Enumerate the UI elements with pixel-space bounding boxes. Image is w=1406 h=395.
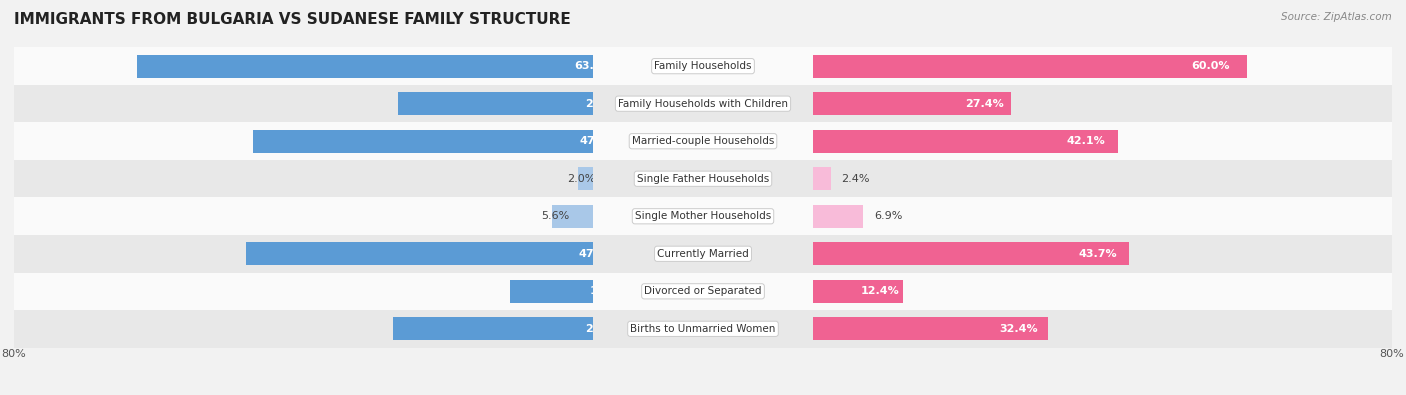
Text: 63.0%: 63.0%: [575, 61, 613, 71]
Bar: [593, 235, 813, 273]
Bar: [394, 317, 593, 340]
Bar: [253, 130, 593, 153]
Text: Family Households with Children: Family Households with Children: [619, 99, 787, 109]
Text: Married-couple Households: Married-couple Households: [631, 136, 775, 146]
Text: 47.9%: 47.9%: [579, 249, 617, 259]
Text: 43.7%: 43.7%: [1078, 249, 1116, 259]
Text: 2.4%: 2.4%: [841, 174, 870, 184]
Bar: [593, 47, 813, 85]
Bar: [813, 160, 1392, 198]
Bar: [14, 85, 593, 122]
Bar: [813, 273, 1392, 310]
Bar: [813, 130, 1118, 153]
Bar: [14, 122, 593, 160]
Bar: [593, 198, 813, 235]
Bar: [553, 205, 593, 228]
Bar: [578, 167, 593, 190]
Bar: [593, 160, 813, 198]
Bar: [813, 167, 831, 190]
Bar: [813, 85, 1392, 122]
Bar: [593, 85, 813, 122]
Bar: [509, 280, 593, 303]
Bar: [813, 122, 1392, 160]
Text: 27.6%: 27.6%: [585, 324, 623, 334]
Text: Single Father Households: Single Father Households: [637, 174, 769, 184]
Text: 27.4%: 27.4%: [965, 99, 1004, 109]
Text: Single Mother Households: Single Mother Households: [636, 211, 770, 221]
Text: 11.5%: 11.5%: [589, 286, 628, 296]
Bar: [813, 310, 1392, 348]
Bar: [398, 92, 593, 115]
Bar: [813, 280, 903, 303]
Text: 60.0%: 60.0%: [1191, 61, 1230, 71]
Bar: [813, 198, 1392, 235]
Bar: [813, 235, 1392, 273]
Bar: [813, 205, 863, 228]
Text: 12.4%: 12.4%: [860, 286, 900, 296]
Text: Family Households: Family Households: [654, 61, 752, 71]
Text: 32.4%: 32.4%: [1000, 324, 1038, 334]
Bar: [14, 160, 593, 198]
Bar: [813, 47, 1392, 85]
Bar: [136, 55, 593, 78]
Bar: [14, 47, 593, 85]
Bar: [14, 273, 593, 310]
Text: Currently Married: Currently Married: [657, 249, 749, 259]
Bar: [813, 92, 1011, 115]
Text: Births to Unmarried Women: Births to Unmarried Women: [630, 324, 776, 334]
Bar: [593, 273, 813, 310]
Bar: [246, 242, 593, 265]
Text: Source: ZipAtlas.com: Source: ZipAtlas.com: [1281, 12, 1392, 22]
Text: 2.0%: 2.0%: [568, 174, 596, 184]
Text: 6.9%: 6.9%: [875, 211, 903, 221]
Bar: [593, 310, 813, 348]
Text: 5.6%: 5.6%: [541, 211, 569, 221]
Bar: [14, 310, 593, 348]
Bar: [813, 242, 1129, 265]
Text: 47.0%: 47.0%: [579, 136, 617, 146]
Bar: [593, 122, 813, 160]
Text: 42.1%: 42.1%: [1067, 136, 1105, 146]
Bar: [14, 235, 593, 273]
Text: IMMIGRANTS FROM BULGARIA VS SUDANESE FAMILY STRUCTURE: IMMIGRANTS FROM BULGARIA VS SUDANESE FAM…: [14, 12, 571, 27]
Bar: [14, 198, 593, 235]
Bar: [813, 55, 1247, 78]
Bar: [813, 317, 1047, 340]
Text: Divorced or Separated: Divorced or Separated: [644, 286, 762, 296]
Text: 26.9%: 26.9%: [585, 99, 624, 109]
